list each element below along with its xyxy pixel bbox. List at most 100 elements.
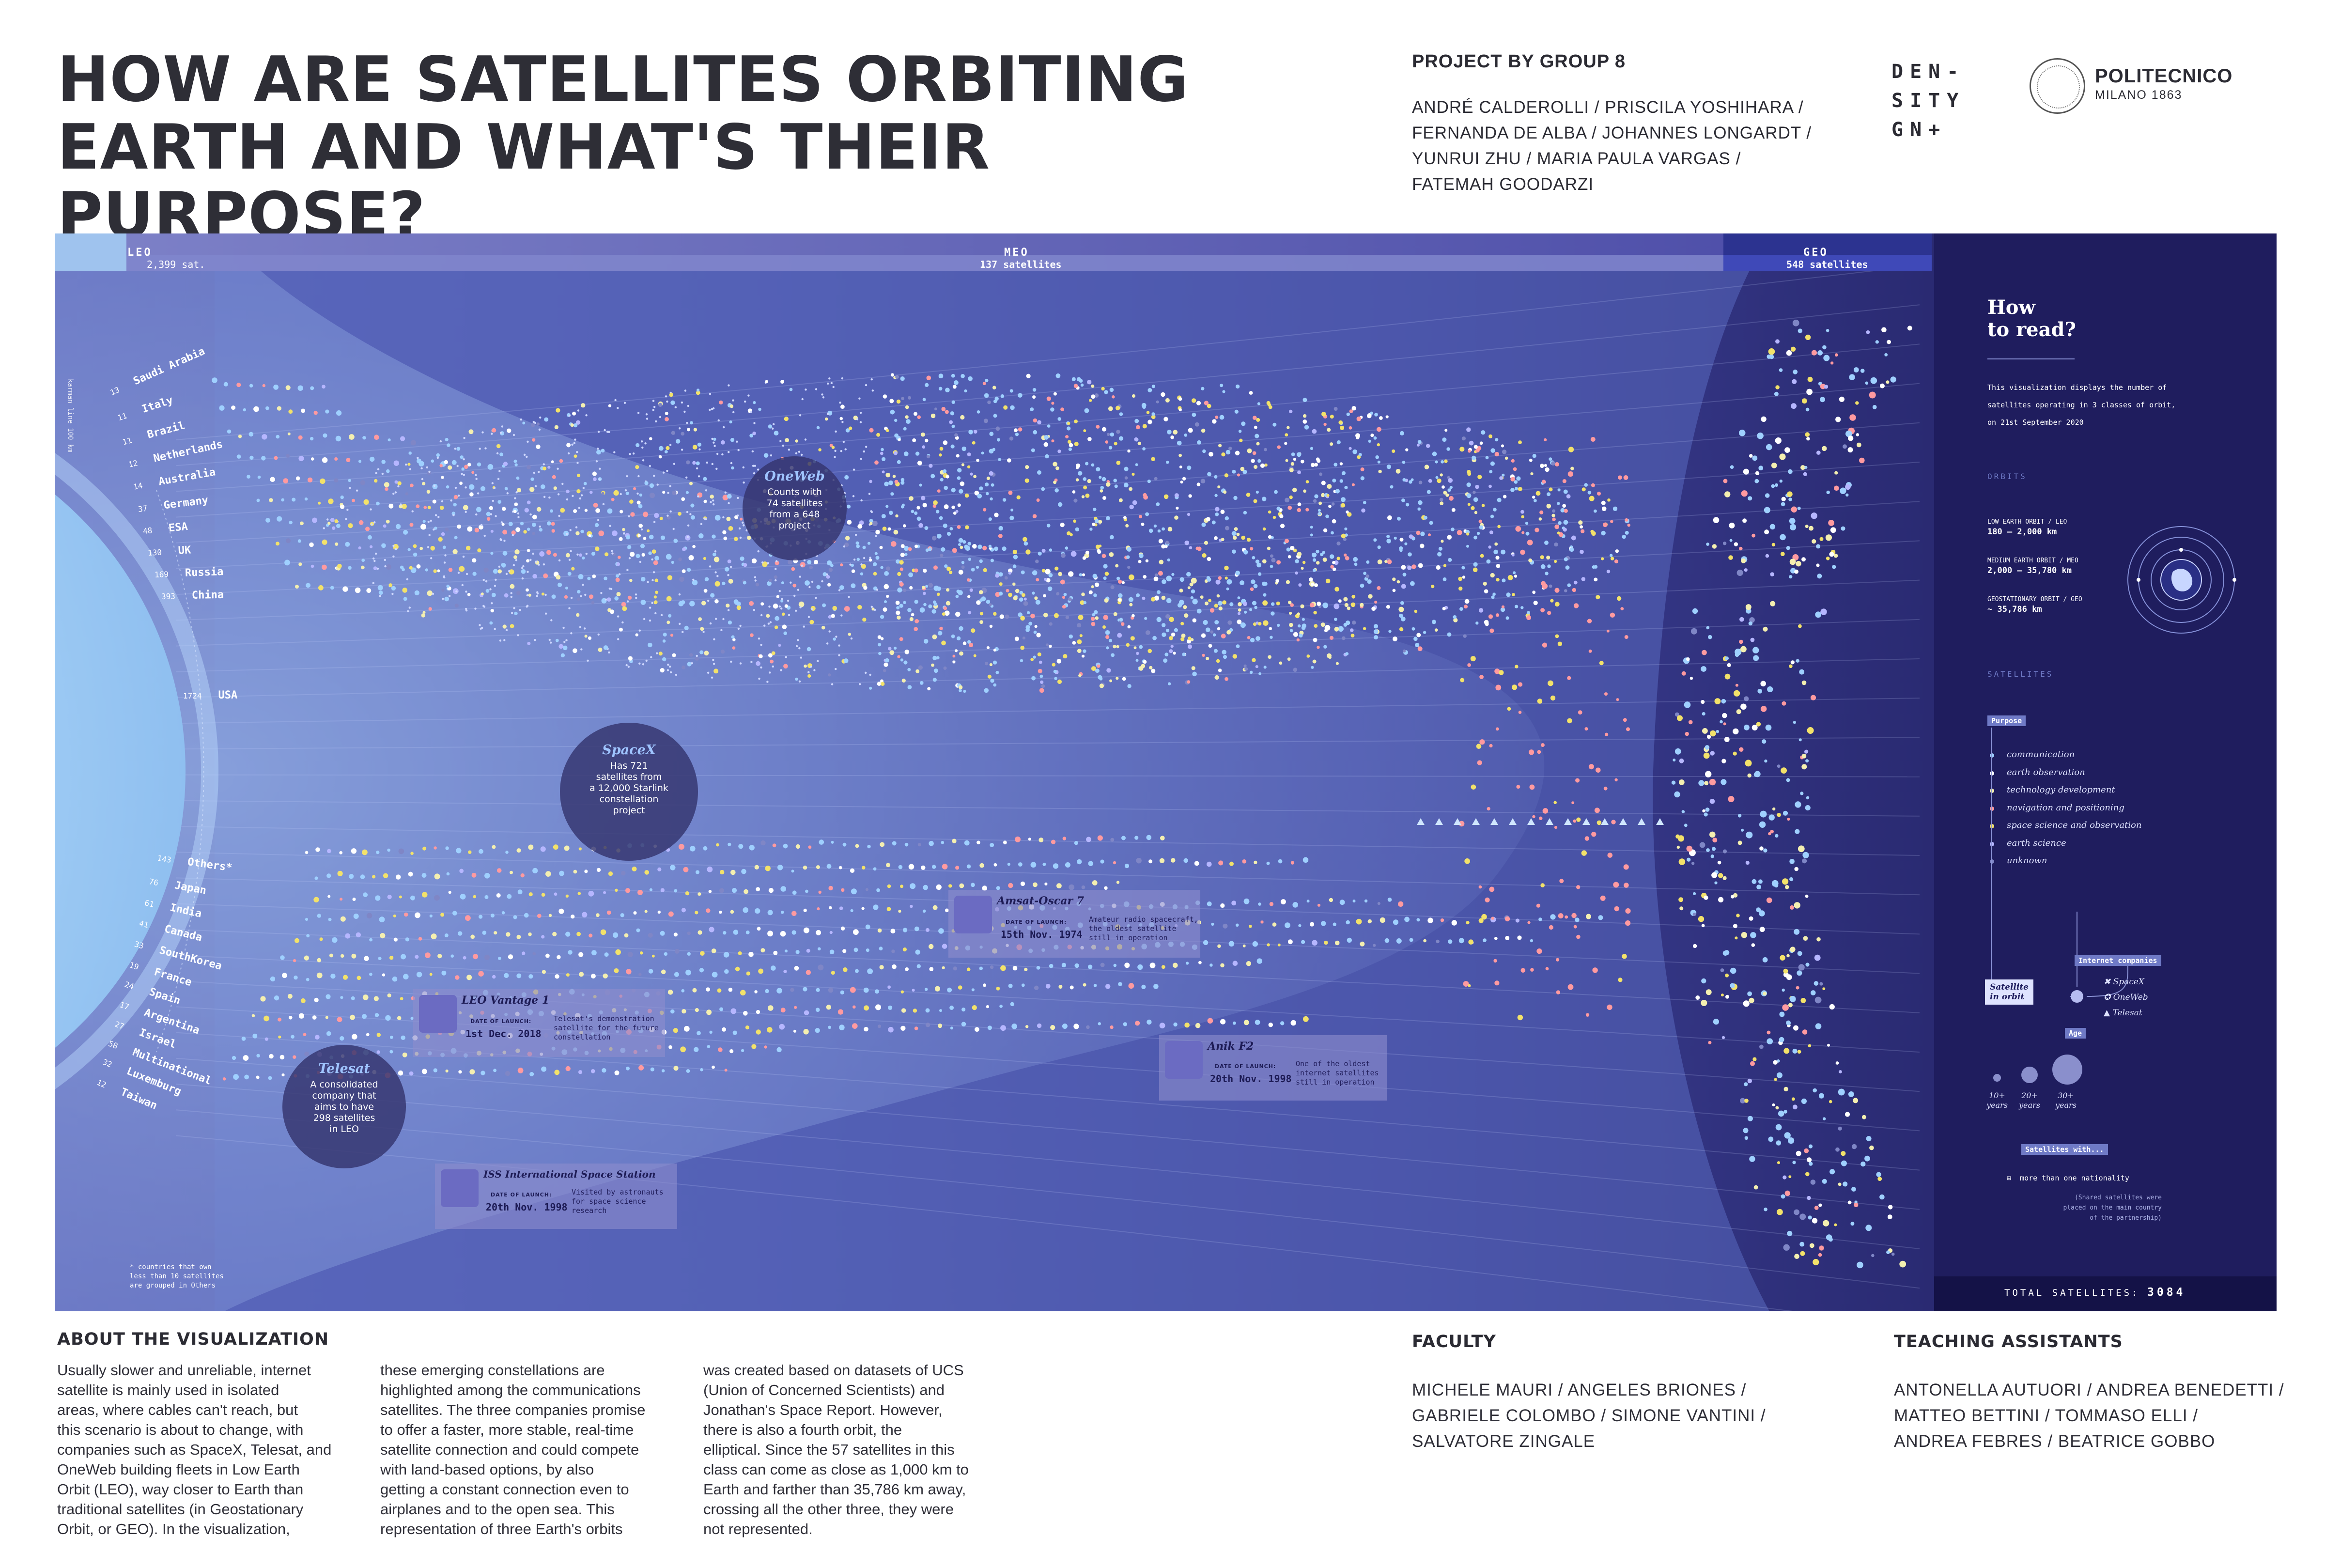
satellite-dot: [1015, 433, 1019, 436]
satellite-dot: [1513, 571, 1516, 574]
geo-satellite-dot: [1674, 712, 1679, 717]
satellite-dot: [738, 844, 744, 849]
satellite-dot: [765, 380, 768, 383]
leo-vantage-title: LEO Vantage 1: [462, 994, 550, 1007]
satellite-dot: [622, 528, 625, 531]
satellite-dot: [1178, 408, 1182, 412]
spacex-satellite-mark: [686, 511, 689, 513]
satellite-dot: [277, 516, 282, 522]
meo-satellite-dot: [1599, 661, 1604, 666]
geo-satellite-dot: [1692, 913, 1696, 916]
satellite-dot: [513, 915, 517, 919]
meo-satellite-dot: [1547, 611, 1551, 615]
satellite-dot: [1575, 917, 1580, 922]
spacex-satellite-mark: [610, 588, 613, 590]
spacex-satellite-mark: [870, 511, 873, 513]
geo-satellite-dot: [1739, 639, 1743, 644]
satellite-dot: [938, 631, 943, 636]
satellite-dot: [1443, 564, 1447, 567]
satellite-dot: [771, 651, 775, 655]
satellite-dot: [948, 884, 952, 888]
satellite-dot: [965, 525, 969, 529]
satellite-dot: [1062, 605, 1066, 609]
satellite-dot: [566, 443, 571, 448]
meo-satellite-dot: [1479, 739, 1485, 745]
satellite-dot: [1099, 476, 1102, 479]
meo-satellite-dot: [1510, 477, 1515, 481]
satellite-dot: [710, 495, 714, 499]
satellite-dot: [961, 374, 965, 378]
satellite-dot: [608, 404, 612, 407]
spacex-satellite-mark: [463, 437, 465, 439]
geo-satellite-dot: [1805, 525, 1809, 528]
geo-satellite-dot: [1790, 346, 1796, 352]
geo-satellite-dot: [1849, 414, 1856, 421]
spacex-satellite-mark: [684, 389, 687, 392]
spacex-satellite-mark: [647, 581, 649, 583]
satellite-dot: [1363, 501, 1366, 504]
satellite-dot: [385, 487, 388, 491]
satellite-dot: [1458, 576, 1463, 581]
satellite-dot: [627, 545, 632, 549]
geo-satellite-dot: [1767, 686, 1773, 693]
spacex-satellite-mark: [838, 654, 840, 656]
satellite-dot: [1546, 504, 1551, 509]
satellite-dot: [1549, 584, 1552, 588]
satellite-dot: [885, 505, 889, 508]
satellite-dot: [803, 865, 807, 870]
satellite-dot: [1310, 922, 1315, 927]
geo-satellite-dot: [1887, 340, 1891, 344]
satellite-dot: [1404, 916, 1410, 922]
satellite-dot: [1011, 1024, 1017, 1029]
satellite-dot: [884, 600, 887, 604]
satellite-dot: [635, 633, 638, 637]
satellite-dot: [728, 987, 733, 992]
satellite-dot: [1246, 538, 1251, 542]
satellite-dot: [1208, 644, 1212, 648]
geo-satellite-dot: [1781, 497, 1786, 501]
geo-satellite-dot: [1750, 932, 1756, 938]
satellite-dot: [1012, 564, 1017, 568]
satellite-dot: [986, 476, 990, 480]
satellite-dot: [1237, 596, 1240, 600]
satellite-dot: [1000, 1025, 1006, 1031]
geo-satellite-dot: [1793, 369, 1798, 374]
orbit-ring: [175, 955, 1920, 1053]
satellite-dot: [544, 417, 549, 422]
satellite-dot: [335, 542, 339, 546]
satellite-dot: [678, 844, 684, 850]
spacex-satellite-mark: [835, 668, 837, 670]
satellite-dot: [1228, 447, 1232, 450]
satellite-dot: [650, 1067, 654, 1071]
geo-satellite-dot: [1814, 954, 1821, 961]
satellite-dot: [681, 989, 685, 993]
spacex-satellite-mark: [595, 460, 598, 463]
spacex-satellite-mark: [491, 602, 493, 605]
satellite-dot: [265, 406, 269, 410]
satellite-dot: [596, 913, 600, 917]
spacex-satellite-mark: [527, 440, 529, 443]
country-count: 61: [143, 898, 155, 909]
satellite-dot: [1396, 938, 1402, 944]
geo-satellite-dot: [1752, 725, 1758, 730]
satellite-dot: [389, 1036, 393, 1039]
satellite-dot: [567, 572, 572, 576]
satellite-dot: [1440, 497, 1443, 502]
satellite-dot: [576, 931, 581, 936]
satellite-dot: [1323, 528, 1328, 533]
orbit-ring: [175, 422, 1920, 543]
satellite-dot: [330, 974, 336, 979]
satellite-dot: [914, 412, 917, 416]
meo-satellite-dot: [1516, 785, 1520, 789]
purpose-label: earth science: [2007, 838, 2066, 848]
spacex-satellite-mark: [617, 407, 619, 409]
satellite-dot: [470, 934, 475, 939]
satellite-dot: [1020, 616, 1025, 621]
company-name: OneWeb: [2113, 993, 2148, 1002]
satellite-dot: [281, 498, 285, 502]
satellite-dot: [351, 953, 356, 959]
satellite-dot: [839, 906, 843, 910]
geo-satellite-dot: [1829, 1237, 1833, 1242]
satellite-dot: [979, 966, 983, 970]
satellite-dot: [1170, 644, 1174, 648]
